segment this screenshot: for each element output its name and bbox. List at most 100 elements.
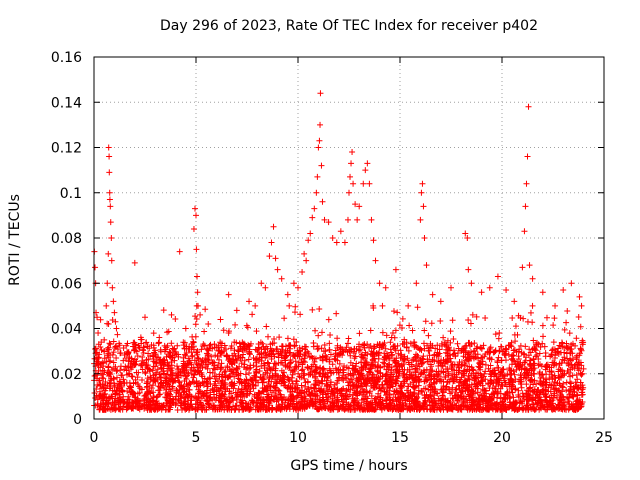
data-point xyxy=(249,377,256,384)
data-point xyxy=(239,397,246,404)
data-point xyxy=(333,239,340,246)
data-point xyxy=(256,368,263,375)
data-point xyxy=(418,347,425,354)
data-point xyxy=(422,385,429,392)
data-point xyxy=(225,328,232,335)
data-point xyxy=(160,368,167,375)
data-point xyxy=(182,398,189,405)
data-point xyxy=(469,311,476,318)
data-point xyxy=(99,359,106,366)
data-point xyxy=(245,341,252,348)
data-point xyxy=(205,404,212,411)
data-point xyxy=(102,385,109,392)
data-point xyxy=(444,346,451,353)
data-point xyxy=(572,406,579,413)
data-point xyxy=(533,352,540,359)
data-point xyxy=(170,396,177,403)
data-point xyxy=(269,374,276,381)
data-point xyxy=(435,370,442,377)
data-point xyxy=(473,396,480,403)
data-point xyxy=(183,406,190,413)
data-point xyxy=(218,344,225,351)
data-point xyxy=(503,383,510,390)
data-point xyxy=(294,384,301,391)
data-point xyxy=(351,345,358,352)
data-point xyxy=(514,331,521,338)
data-point xyxy=(445,357,452,364)
data-point xyxy=(468,280,475,287)
data-point xyxy=(111,380,118,387)
data-point xyxy=(271,384,278,391)
data-point xyxy=(431,351,438,358)
data-point xyxy=(554,394,561,401)
data-point xyxy=(233,307,240,314)
data-point xyxy=(573,335,580,342)
data-point xyxy=(568,346,575,353)
data-point xyxy=(180,339,187,346)
data-point xyxy=(451,401,458,408)
data-point xyxy=(387,382,394,389)
data-point xyxy=(238,386,245,393)
data-point xyxy=(508,367,515,374)
data-point xyxy=(388,381,395,388)
data-point xyxy=(492,370,499,377)
data-point xyxy=(292,381,299,388)
data-point xyxy=(316,137,323,144)
data-point xyxy=(477,371,484,378)
data-point xyxy=(314,392,321,399)
data-point xyxy=(366,180,373,187)
data-point xyxy=(174,363,181,370)
data-point xyxy=(184,394,191,401)
data-point xyxy=(354,216,361,223)
data-point xyxy=(129,373,136,380)
data-point xyxy=(563,343,570,350)
data-point xyxy=(270,223,277,230)
data-point xyxy=(389,406,396,413)
data-point xyxy=(462,230,469,237)
data-point xyxy=(393,389,400,396)
data-point xyxy=(521,228,528,235)
data-point xyxy=(531,377,538,384)
data-point xyxy=(308,353,315,360)
data-point xyxy=(178,382,185,389)
data-point xyxy=(566,391,573,398)
data-point xyxy=(500,366,507,373)
data-point xyxy=(536,378,543,385)
data-point xyxy=(442,384,449,391)
data-point xyxy=(329,235,336,241)
data-point xyxy=(530,381,537,388)
data-point xyxy=(308,390,315,397)
data-point xyxy=(383,332,390,339)
data-point xyxy=(482,388,489,395)
data-point xyxy=(266,365,273,372)
data-point xyxy=(105,363,112,370)
data-point xyxy=(396,401,403,408)
data-point xyxy=(429,384,436,391)
data-point xyxy=(158,364,165,371)
data-point xyxy=(175,378,182,385)
data-point xyxy=(570,384,577,391)
data-point xyxy=(567,373,574,380)
data-point xyxy=(354,384,361,391)
data-point xyxy=(143,396,150,403)
data-point xyxy=(454,340,461,347)
data-point xyxy=(542,363,549,370)
y-tick-label: 0.08 xyxy=(51,231,82,247)
data-point xyxy=(451,350,458,357)
data-point xyxy=(572,361,579,368)
data-point xyxy=(160,385,167,392)
data-point xyxy=(525,352,532,359)
data-point xyxy=(115,399,122,406)
data-point xyxy=(212,396,219,403)
data-point xyxy=(542,350,549,357)
data-point xyxy=(317,364,324,371)
data-point xyxy=(368,216,375,223)
data-point xyxy=(251,393,258,400)
data-point xyxy=(321,341,328,348)
data-point xyxy=(329,398,336,405)
data-point xyxy=(149,367,156,374)
data-point xyxy=(488,371,495,378)
data-point xyxy=(328,404,335,411)
data-point xyxy=(465,317,472,324)
data-point xyxy=(569,364,576,371)
